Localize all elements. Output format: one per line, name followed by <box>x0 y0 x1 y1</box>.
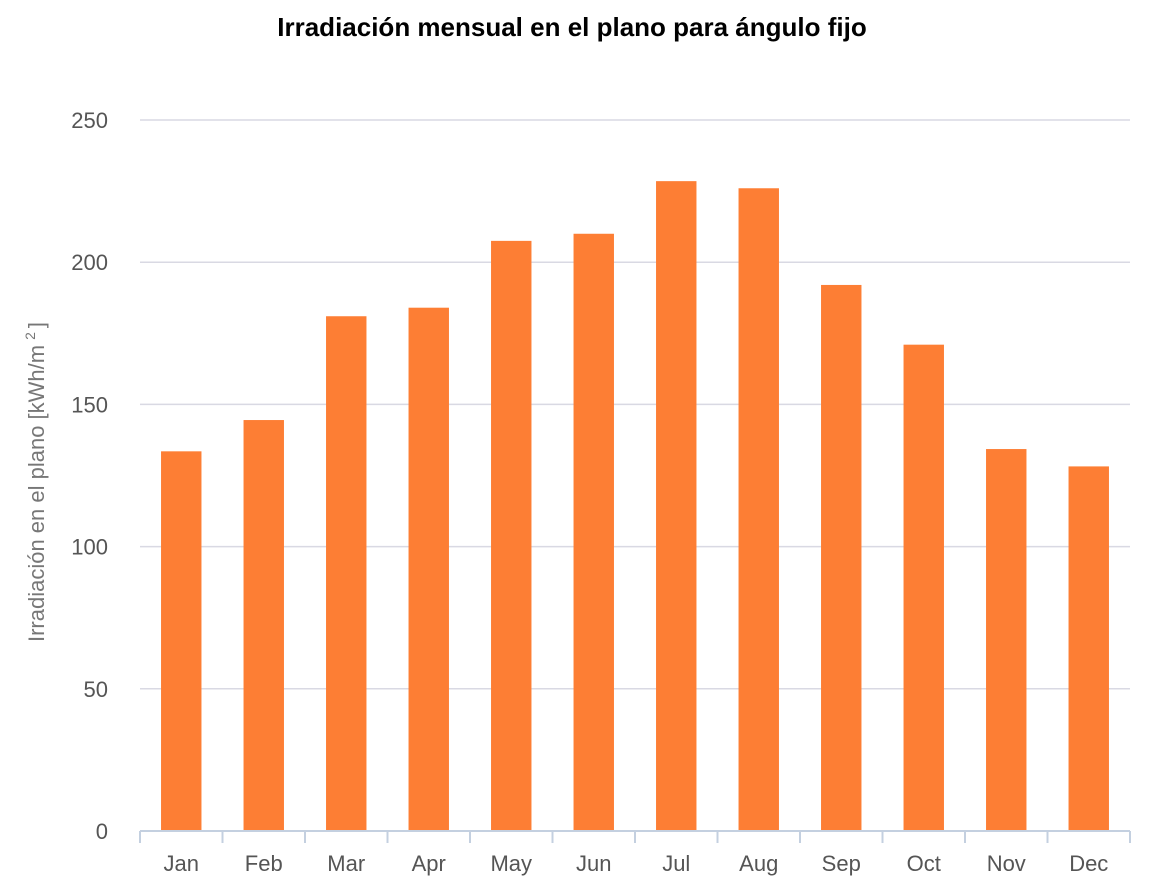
bars <box>161 181 1109 832</box>
x-category-label: Jan <box>164 851 199 876</box>
y-axis-title: Irradiación en el plano [kWh/m 2] <box>22 322 49 642</box>
y-axis-ticks: 0 50 100 150 200 250 <box>71 108 108 844</box>
y-axis-title-superscript: 2 <box>22 332 38 340</box>
x-category-label: Dec <box>1069 851 1108 876</box>
x-category-label: Jul <box>662 851 690 876</box>
y-tick-label: 100 <box>71 535 108 560</box>
bar-oct[interactable] <box>903 344 944 831</box>
x-category-label: Feb <box>245 851 283 876</box>
bar-sep[interactable] <box>821 284 862 831</box>
bar-may[interactable] <box>491 240 532 831</box>
bar-aug[interactable] <box>738 188 779 832</box>
x-category-label: Aug <box>739 851 778 876</box>
bar-jan[interactable] <box>161 451 202 831</box>
bar-jul[interactable] <box>656 181 697 831</box>
gridlines <box>140 119 1130 690</box>
bar-jun[interactable] <box>573 233 614 831</box>
x-category-label: Nov <box>987 851 1026 876</box>
y-tick-label: 0 <box>96 819 108 844</box>
x-axis: Jan Feb Mar Apr May Jun Jul Aug Sep Oct Nov Dec <box>139 830 1131 876</box>
y-axis-title-suffix: ] <box>24 322 49 328</box>
x-category-label: Oct <box>907 851 941 876</box>
x-category-label: Sep <box>822 851 861 876</box>
bar-nov[interactable] <box>986 449 1027 831</box>
bar-mar[interactable] <box>326 316 367 832</box>
x-category-label: May <box>490 851 532 876</box>
y-tick-label: 250 <box>71 108 108 133</box>
x-category-label: Apr <box>412 851 446 876</box>
x-category-label: Jun <box>576 851 611 876</box>
bar-apr[interactable] <box>408 307 449 832</box>
chart-title: Irradiación mensual en el plano para áng… <box>277 12 866 42</box>
y-axis-title-text: Irradiación en el plano [kWh/m <box>24 345 49 642</box>
y-tick-label: 150 <box>71 392 108 417</box>
y-tick-label: 200 <box>71 250 108 275</box>
y-tick-label: 50 <box>84 677 108 702</box>
x-category-label: Mar <box>327 851 365 876</box>
bar-dec[interactable] <box>1068 466 1109 831</box>
bar-feb[interactable] <box>243 420 284 831</box>
